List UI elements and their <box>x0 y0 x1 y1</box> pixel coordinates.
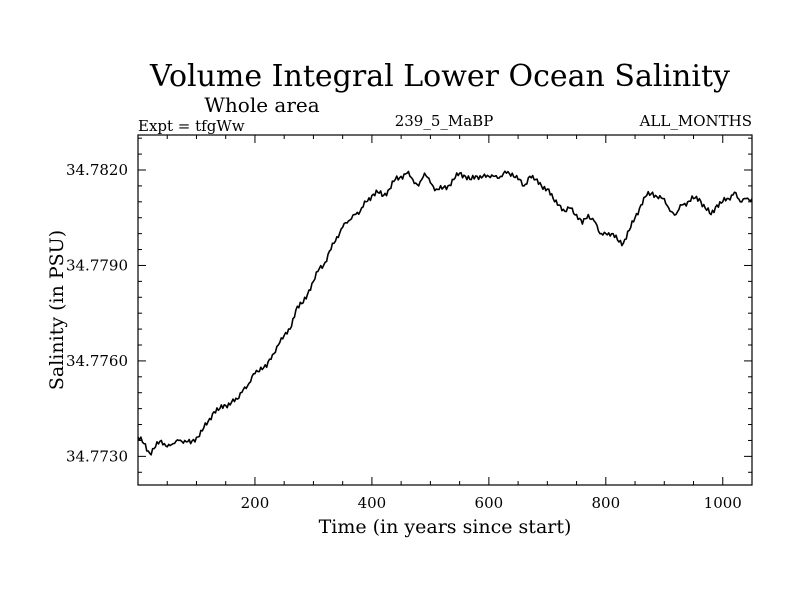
x-tick-label: 800 <box>591 494 620 512</box>
y-tick-label: 34.7790 <box>66 256 128 274</box>
y-axis-label: Salinity (in PSU) <box>46 230 68 390</box>
x-tick-label: 600 <box>475 494 504 512</box>
chart-subtitle: Whole area <box>204 93 319 117</box>
plot-frame <box>137 134 753 486</box>
y-tick-label: 34.7820 <box>66 161 128 179</box>
months-label: ALL_MONTHS <box>639 112 752 130</box>
y-tick-label: 34.7760 <box>66 352 128 370</box>
chart-title: Volume Integral Lower Ocean Salinity <box>149 59 730 94</box>
axis-ticks <box>138 135 752 485</box>
y-tick-labels: 34.7730 34.7760 34.7790 34.7820 <box>66 161 128 465</box>
period-label: 239_5_MaBP <box>395 112 494 130</box>
experiment-label: Expt = tfgWw <box>138 117 245 135</box>
salinity-series-line <box>137 170 753 456</box>
x-tick-label: 1000 <box>704 494 742 512</box>
x-tick-label: 200 <box>241 494 270 512</box>
y-tick-label: 34.7730 <box>66 447 128 465</box>
x-tick-labels: 200 400 600 800 1000 <box>241 494 742 512</box>
x-axis-label: Time (in years since start) <box>319 516 572 538</box>
x-tick-label: 400 <box>358 494 387 512</box>
